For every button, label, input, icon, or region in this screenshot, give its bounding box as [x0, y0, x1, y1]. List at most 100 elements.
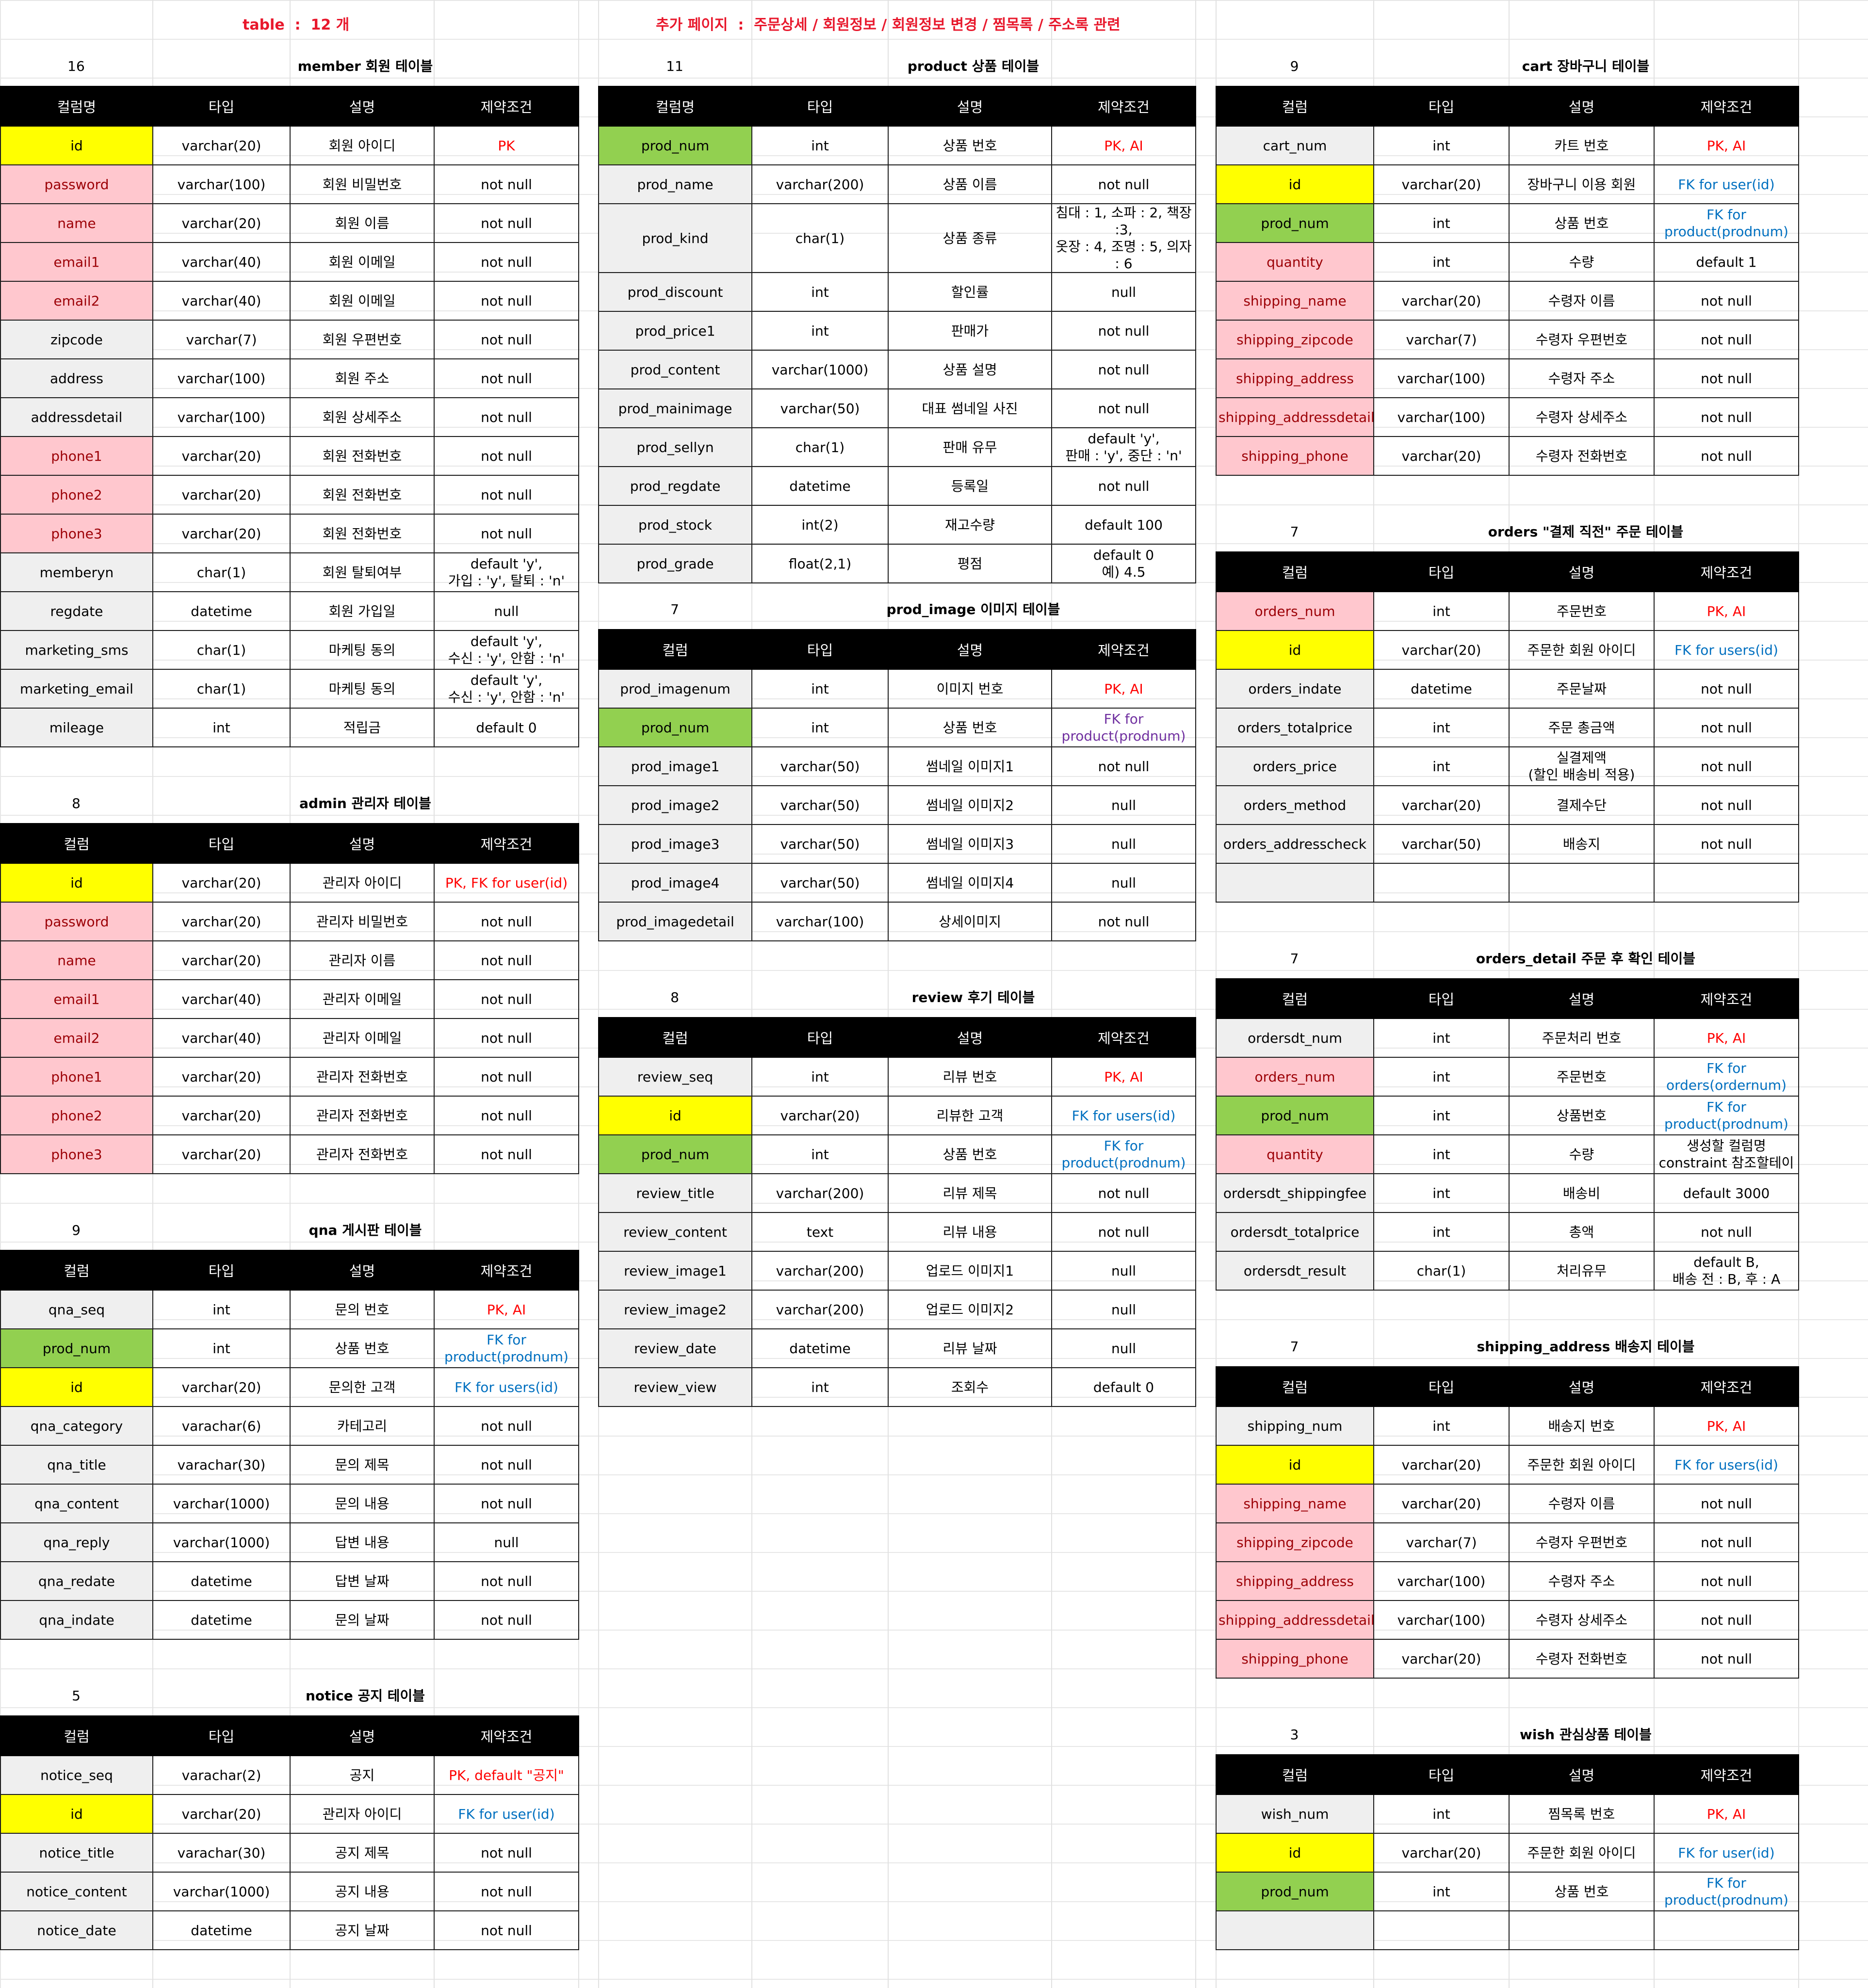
column-name-cell: review_date — [598, 1328, 752, 1368]
column-name-cell: notice_content — [0, 1872, 153, 1911]
table-row: prod_num int 상품 번호 FK for product(prodnum) — [598, 1134, 1196, 1174]
constraint-cell: not null — [434, 514, 579, 553]
constraint-cell: not null — [434, 1872, 579, 1911]
constraint-cell: not null — [1654, 669, 1799, 709]
admin-table: 컬럼 타입 설명 제약조건 id varchar(20) 관리자 아이디 PK, FK for… — [0, 823, 579, 1174]
type-cell: varchar(20) — [152, 902, 291, 941]
description-cell: 문의한 고객 — [290, 1367, 435, 1407]
type-cell: char(1) — [152, 669, 291, 709]
description-cell: 평점 — [888, 544, 1052, 583]
table-row: prod_num int 상품 번호 PK, AI — [598, 126, 1196, 165]
table-row: ordersdt_result char(1) 처리유무 default B, 배송 전… — [1216, 1251, 1799, 1291]
description-cell — [1509, 1910, 1655, 1950]
column-name-cell: ordersdt_totalprice — [1216, 1212, 1374, 1252]
column-header: 설명 — [1509, 1754, 1655, 1795]
column-count: 7 — [1290, 1339, 1299, 1355]
column-header: 타입 — [1373, 551, 1510, 592]
type-cell: int — [152, 708, 291, 747]
description-cell: 할인률 — [888, 272, 1052, 312]
table-header-row: 컬럼 타입 설명 제약조건 — [598, 629, 1196, 670]
constraint-cell: not null — [1654, 1212, 1799, 1252]
type-cell: varchar(100) — [152, 358, 291, 398]
type-cell: varchar(40) — [152, 281, 291, 321]
column-header: 설명 — [1509, 1366, 1655, 1407]
table-row: prod_image4 varchar(50) 썸네일 이미지4 null — [598, 863, 1196, 903]
constraint-cell: not null — [434, 358, 579, 398]
constraint-cell: FK for users(id) — [1051, 1096, 1196, 1135]
table-row: password varchar(20) 관리자 비밀번호 not null — [0, 902, 579, 941]
description-cell: 수령자 전화번호 — [1509, 436, 1655, 476]
constraint-cell: not null — [1654, 358, 1799, 398]
constraint-cell: 침대 : 1, 소파 : 2, 책장 :3, 옷장 : 4, 조명 : 5, 의자… — [1051, 203, 1196, 273]
column-count: 7 — [1290, 951, 1299, 967]
constraint-cell: FK for orders(ordernum) — [1654, 1057, 1799, 1097]
type-cell: int — [751, 272, 889, 312]
table-row: id varchar(20) 리뷰한 고객 FK for users(id) — [598, 1096, 1196, 1135]
description-cell: 상품 이름 — [888, 164, 1052, 204]
constraint-cell: default 3000 — [1654, 1173, 1799, 1213]
description-cell: 공지 — [290, 1755, 435, 1795]
column-name-cell: id — [1216, 1833, 1374, 1873]
description-cell: 처리유무 — [1509, 1251, 1655, 1291]
type-cell — [1373, 863, 1510, 903]
description-cell: 회원 아이디 — [290, 126, 435, 165]
constraint-cell: default 'y', 판매 : 'y', 중단 : 'n' — [1051, 427, 1196, 467]
constraint-cell: PK, default "공지" — [434, 1755, 579, 1795]
column-name-cell: ordersdt_result — [1216, 1251, 1374, 1291]
description-cell: 회원 주소 — [290, 358, 435, 398]
type-cell: varchar(20) — [152, 940, 291, 980]
table-row: qna_indate datetime 문의 날짜 not null — [0, 1600, 579, 1640]
table-row: shipping_address varchar(100) 수령자 주소 not nu… — [1216, 1561, 1799, 1601]
type-cell: varchar(200) — [751, 164, 889, 204]
column-name-cell: phone1 — [0, 436, 153, 476]
column-header: 제약조건 — [434, 1250, 579, 1291]
type-cell: varchar(1000) — [152, 1484, 291, 1523]
type-cell: datetime — [152, 1600, 291, 1640]
column-name-cell: memberyn — [0, 552, 153, 592]
constraint-cell: PK, AI — [1654, 1406, 1799, 1446]
constraint-cell: not null — [1051, 1212, 1196, 1252]
column-name-cell: review_image2 — [598, 1290, 752, 1329]
description-cell: 주문번호 — [1509, 1057, 1655, 1097]
column-name-cell: cart_num — [1216, 126, 1374, 165]
column-name-cell: email2 — [0, 281, 153, 321]
description-cell: 재고수량 — [888, 505, 1052, 545]
type-cell: varchar(100) — [1373, 397, 1510, 437]
description-cell: 관리자 비밀번호 — [290, 902, 435, 941]
column-name-cell: id — [598, 1096, 752, 1135]
constraint-cell: FK for users(id) — [434, 1367, 579, 1407]
table-row: email2 varchar(40) 회원 이메일 not null — [0, 281, 579, 321]
type-cell: int — [1373, 1096, 1510, 1135]
column-count: 7 — [670, 601, 679, 617]
table-row: shipping_name varchar(20) 수령자 이름 not null — [1216, 281, 1799, 321]
table-name: shipping_address 배송지 테이블 — [1477, 1339, 1695, 1355]
column-header: 제약조건 — [434, 1715, 579, 1756]
column-name-cell: orders_method — [1216, 785, 1374, 825]
column-name-cell: phone3 — [0, 514, 153, 553]
column-name-cell: prod_content — [598, 350, 752, 389]
table-row: review_date datetime 리뷰 날짜 null — [598, 1328, 1196, 1368]
type-cell: varchar(50) — [1373, 824, 1510, 864]
description-cell: 상품 번호 — [888, 1134, 1052, 1174]
description-cell: 상품 번호 — [888, 708, 1052, 747]
constraint-cell: FK for product(prodnum) — [1654, 1096, 1799, 1135]
table-header-row: 컬럼명 타입 설명 제약조건 — [0, 86, 579, 127]
constraint-cell: not null — [434, 979, 579, 1019]
constraint-cell: FK for user(id) — [1654, 164, 1799, 204]
table-row: id varchar(20) 관리자 아이디 PK, FK for user(id) — [0, 863, 579, 903]
column-name-cell: prod_image1 — [598, 746, 752, 786]
column-header: 제약조건 — [1051, 86, 1196, 127]
table-row: qna_content varchar(1000) 문의 내용 not null — [0, 1484, 579, 1523]
type-cell: varchar(100) — [1373, 358, 1510, 398]
constraint-cell: not null — [1654, 320, 1799, 359]
column-header: 제약조건 — [1654, 978, 1799, 1019]
column-header: 컬럼 — [0, 823, 153, 864]
constraint-cell: not null — [434, 281, 579, 321]
table-row: id varchar(20) 문의한 고객 FK for users(id) — [0, 1367, 579, 1407]
column-name-cell: prod_num — [1216, 1872, 1374, 1911]
column-name-cell: qna_redate — [0, 1561, 153, 1601]
type-cell: varchar(20) — [1373, 281, 1510, 321]
column-header: 컬럼명 — [598, 86, 752, 127]
column-header: 타입 — [1373, 86, 1510, 127]
table-row: prod_num int 상품 번호 FK for product(prodnum) — [0, 1328, 579, 1368]
